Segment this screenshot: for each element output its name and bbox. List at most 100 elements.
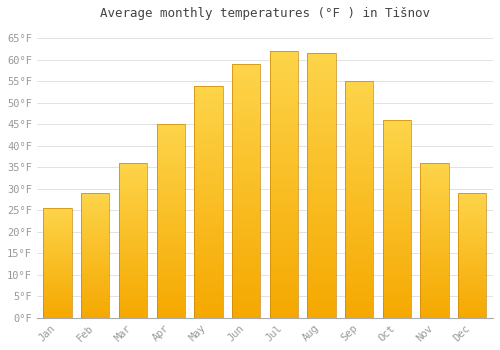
Bar bbox=[308, 141, 336, 143]
Bar bbox=[156, 264, 185, 266]
Bar bbox=[194, 164, 222, 167]
Bar bbox=[270, 131, 298, 134]
Bar bbox=[194, 113, 222, 116]
Bar bbox=[308, 85, 336, 88]
Bar bbox=[156, 124, 185, 126]
Bar bbox=[458, 271, 486, 272]
Bar bbox=[232, 275, 260, 277]
Bar bbox=[194, 216, 222, 218]
Bar bbox=[81, 300, 110, 302]
Bar bbox=[270, 257, 298, 259]
Bar bbox=[232, 77, 260, 79]
Bar bbox=[119, 198, 147, 200]
Bar bbox=[194, 230, 222, 232]
Bar bbox=[345, 110, 374, 112]
Bar bbox=[458, 205, 486, 207]
Bar bbox=[270, 179, 298, 182]
Bar bbox=[308, 58, 336, 61]
Bar bbox=[345, 235, 374, 237]
Bar bbox=[383, 243, 411, 245]
Bar bbox=[119, 222, 147, 223]
Bar bbox=[420, 251, 449, 253]
Bar bbox=[420, 214, 449, 216]
Bar bbox=[383, 152, 411, 154]
Bar bbox=[156, 198, 185, 200]
Bar bbox=[420, 169, 449, 171]
Bar bbox=[156, 169, 185, 171]
Bar bbox=[156, 231, 185, 233]
Bar bbox=[81, 295, 110, 297]
Bar bbox=[156, 225, 185, 227]
Bar bbox=[156, 205, 185, 208]
Bar bbox=[420, 228, 449, 230]
Bar bbox=[308, 117, 336, 119]
Bar bbox=[81, 194, 110, 196]
Bar bbox=[232, 224, 260, 226]
Bar bbox=[119, 293, 147, 295]
Bar bbox=[194, 246, 222, 248]
Bar bbox=[383, 248, 411, 251]
Bar bbox=[383, 276, 411, 278]
Bar bbox=[194, 309, 222, 311]
Bar bbox=[345, 107, 374, 110]
Bar bbox=[156, 126, 185, 128]
Bar bbox=[383, 195, 411, 197]
Bar bbox=[270, 120, 298, 123]
Bar bbox=[420, 200, 449, 202]
Bar bbox=[345, 164, 374, 166]
Bar bbox=[194, 167, 222, 169]
Bar bbox=[420, 206, 449, 208]
Bar bbox=[81, 212, 110, 213]
Bar bbox=[119, 316, 147, 318]
Bar bbox=[420, 191, 449, 192]
Bar bbox=[270, 145, 298, 147]
Bar bbox=[308, 212, 336, 215]
Bar bbox=[44, 231, 72, 232]
Bar bbox=[308, 292, 336, 294]
Bar bbox=[308, 286, 336, 289]
Bar bbox=[308, 265, 336, 268]
Bar bbox=[156, 260, 185, 262]
Bar bbox=[270, 112, 298, 115]
Bar bbox=[345, 218, 374, 221]
Bar bbox=[232, 89, 260, 92]
Bar bbox=[232, 135, 260, 138]
Bar bbox=[345, 145, 374, 147]
Bar bbox=[270, 78, 298, 80]
Bar bbox=[81, 234, 110, 236]
Bar bbox=[119, 301, 147, 302]
Bar bbox=[232, 66, 260, 69]
Bar bbox=[119, 164, 147, 166]
Bar bbox=[156, 175, 185, 176]
Bar bbox=[81, 239, 110, 240]
Bar bbox=[270, 288, 298, 291]
Bar bbox=[345, 230, 374, 233]
Bar bbox=[308, 53, 336, 318]
Bar bbox=[156, 149, 185, 151]
Bar bbox=[156, 180, 185, 182]
Bar bbox=[194, 132, 222, 134]
Bar bbox=[420, 262, 449, 264]
Bar bbox=[383, 296, 411, 298]
Bar bbox=[458, 288, 486, 289]
Bar bbox=[81, 216, 110, 217]
Bar bbox=[44, 275, 72, 276]
Bar bbox=[308, 220, 336, 223]
Bar bbox=[458, 268, 486, 269]
Bar bbox=[270, 126, 298, 128]
Bar bbox=[308, 207, 336, 209]
Bar bbox=[44, 296, 72, 297]
Bar bbox=[270, 273, 298, 275]
Bar bbox=[420, 219, 449, 220]
Bar bbox=[194, 193, 222, 195]
Bar bbox=[194, 146, 222, 148]
Bar bbox=[308, 186, 336, 188]
Bar bbox=[194, 288, 222, 290]
Bar bbox=[270, 174, 298, 176]
Bar bbox=[308, 299, 336, 302]
Bar bbox=[119, 287, 147, 288]
Bar bbox=[420, 174, 449, 175]
Bar bbox=[420, 186, 449, 188]
Bar bbox=[232, 127, 260, 130]
Bar bbox=[81, 313, 110, 314]
